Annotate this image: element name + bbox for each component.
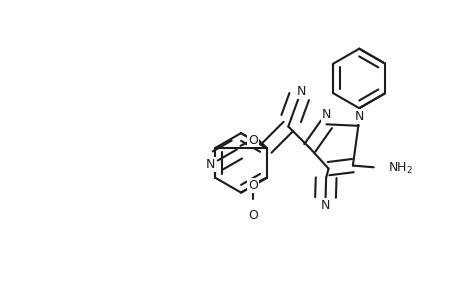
Text: N: N xyxy=(206,158,216,171)
Text: N: N xyxy=(322,108,331,121)
Text: NH$_2$: NH$_2$ xyxy=(388,160,413,176)
Text: N: N xyxy=(321,199,330,212)
Text: N: N xyxy=(296,85,306,98)
Text: O: O xyxy=(248,134,258,147)
Text: N: N xyxy=(355,110,364,123)
Text: O: O xyxy=(248,179,258,192)
Text: O: O xyxy=(248,209,258,222)
